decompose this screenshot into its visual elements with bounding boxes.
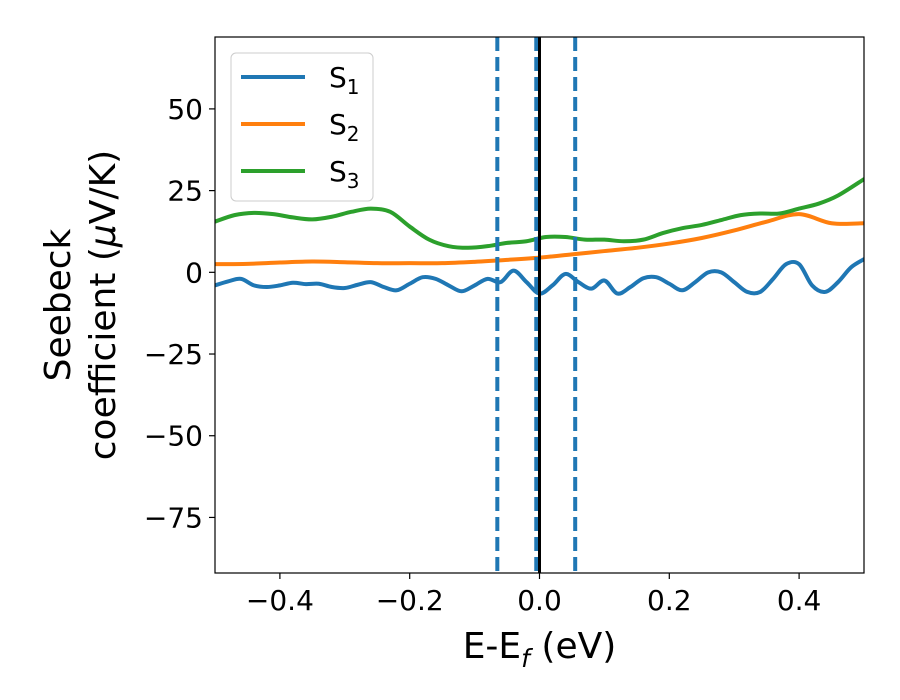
x-tick-label: 0.0: [517, 584, 562, 617]
y-tick-label: −75: [144, 501, 203, 534]
y-tick-label: −50: [144, 420, 203, 453]
y-tick-label: 0: [185, 256, 203, 289]
legend-label-s2: S2: [329, 108, 360, 146]
y-tick-label: 50: [167, 93, 203, 126]
x-tick-label: −0.2: [376, 584, 444, 617]
y-tick-label: −25: [144, 338, 203, 371]
x-axis-label: E-Ef (eV): [463, 626, 617, 673]
y-axis-label-line1: Seebeck: [38, 228, 79, 381]
legend: S1 S2 S3: [230, 52, 374, 202]
y-axis-label: Seebeck coefficient (μV/K): [38, 150, 124, 460]
x-tick-label: 0.4: [777, 584, 822, 617]
legend-label-s3: S3: [329, 155, 360, 193]
legend-label-s1: S1: [329, 61, 360, 99]
y-tick-label: 25: [167, 175, 203, 208]
x-tick-label: 0.2: [647, 584, 692, 617]
legend-box: [230, 52, 374, 202]
y-axis-label-line2: coefficient (μV/K): [83, 150, 124, 460]
x-tick-label: −0.4: [246, 584, 314, 617]
